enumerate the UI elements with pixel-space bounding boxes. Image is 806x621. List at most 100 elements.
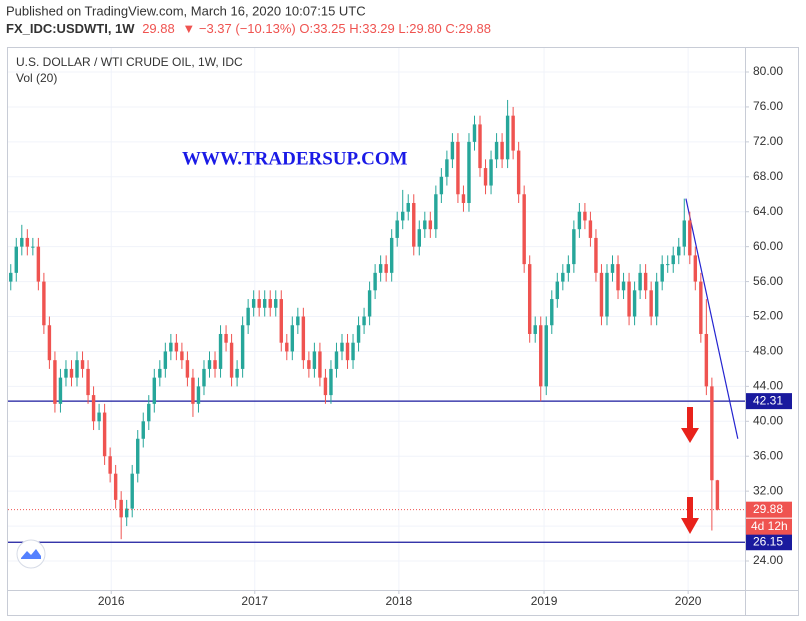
- candle-body: [693, 255, 698, 282]
- candle-body: [588, 220, 593, 238]
- ohlc-close: C:29.88: [445, 21, 491, 36]
- candle-body: [124, 508, 129, 518]
- candle-body: [483, 168, 488, 186]
- arrow-shaft: [687, 497, 693, 519]
- candle-body: [136, 438, 140, 474]
- candle-body: [704, 333, 709, 387]
- candle-body: [307, 360, 311, 369]
- candle-body: [677, 246, 681, 256]
- candle-body: [257, 299, 261, 308]
- candle-body: [279, 299, 283, 343]
- candle-body: [467, 141, 471, 203]
- y-tick-label: 24.00: [753, 553, 783, 567]
- candle-body: [456, 141, 460, 195]
- candle-body: [362, 316, 366, 326]
- y-tick-label: 40.00: [753, 413, 783, 427]
- candle-body: [196, 386, 201, 404]
- candle-body: [69, 368, 74, 378]
- candle-body: [229, 342, 234, 378]
- y-tick-label: 60.00: [753, 239, 783, 253]
- candle-body: [158, 368, 162, 378]
- candle-body: [329, 368, 333, 396]
- candle-body: [527, 264, 532, 334]
- candle-body: [147, 403, 151, 422]
- candle-body: [660, 264, 664, 282]
- candle-body: [710, 386, 714, 481]
- candle-body: [191, 377, 195, 404]
- ohlc-high: H:33.29: [349, 21, 395, 36]
- y-tick-label: 80.00: [753, 64, 783, 78]
- candle-body: [20, 237, 24, 247]
- candle-body: [434, 194, 438, 230]
- y-tick-label: 76.00: [753, 99, 783, 113]
- candle-body: [202, 368, 206, 387]
- chart-title: U.S. DOLLAR / WTI CRUDE OIL, 1W, IDC: [16, 55, 243, 69]
- candle-body: [500, 141, 504, 160]
- candle-body: [268, 299, 272, 308]
- candle-body: [577, 211, 582, 230]
- candle-body: [389, 237, 394, 273]
- candle-body: [323, 377, 328, 396]
- candle-body: [240, 325, 245, 369]
- candle-body: [511, 115, 515, 151]
- candle-body: [373, 272, 377, 291]
- candle-body: [489, 159, 493, 186]
- candle-body: [207, 360, 212, 369]
- candle-body: [141, 421, 145, 439]
- candle-body: [218, 333, 223, 369]
- candle-body: [450, 141, 455, 160]
- candle-body: [119, 499, 123, 518]
- candle-body: [671, 255, 675, 265]
- candle-body: [472, 124, 477, 142]
- x-tick-label: 2017: [241, 594, 268, 608]
- arrow-head: [681, 518, 699, 534]
- logo: [16, 539, 46, 569]
- candle-body: [544, 325, 548, 387]
- countdown-label: 4d 12h: [751, 519, 788, 533]
- candle-body: [97, 412, 101, 422]
- x-tick-label: 2016: [98, 594, 125, 608]
- y-tick-label: 48.00: [753, 344, 783, 358]
- candle-body: [9, 272, 13, 282]
- candle-body: [75, 360, 79, 378]
- y-tick-label: 52.00: [753, 309, 783, 323]
- candle-body: [566, 264, 571, 273]
- candle-body: [262, 299, 267, 308]
- arrow-head: [681, 428, 699, 443]
- price-tag-label: 26.15: [753, 534, 783, 548]
- candle-body: [555, 281, 560, 300]
- candle-body: [31, 246, 35, 248]
- candle-body: [345, 342, 350, 361]
- candle-body: [649, 290, 653, 317]
- candle-body: [605, 272, 609, 317]
- candle-body: [439, 176, 444, 195]
- candle-body: [25, 237, 30, 247]
- candle-body: [152, 377, 157, 404]
- candle-body: [395, 220, 399, 238]
- candle-body: [550, 299, 554, 326]
- candle-body: [643, 272, 648, 291]
- candle-body: [185, 360, 190, 378]
- arrow-shaft: [687, 407, 693, 429]
- candle-body: [42, 281, 46, 326]
- candle-body: [384, 264, 388, 273]
- candle-body: [445, 159, 449, 177]
- candle-body: [274, 299, 278, 308]
- candle-body: [561, 272, 565, 282]
- candle-body: [621, 281, 626, 291]
- y-tick-label: 64.00: [753, 204, 783, 218]
- candle-body: [296, 316, 300, 326]
- candle-body: [285, 342, 289, 352]
- candle-body: [14, 246, 18, 273]
- symbol: FX_IDC:USDWTI, 1W: [6, 21, 135, 36]
- candle-body: [251, 299, 256, 308]
- change: −3.37 (−10.13%): [199, 21, 296, 36]
- y-tick-label: 56.00: [753, 274, 783, 288]
- candle-body: [505, 115, 510, 160]
- candle-body: [654, 281, 659, 317]
- trendline: [685, 198, 739, 439]
- candle-body: [423, 220, 427, 230]
- candle-body: [53, 360, 57, 404]
- candle-body: [290, 325, 295, 352]
